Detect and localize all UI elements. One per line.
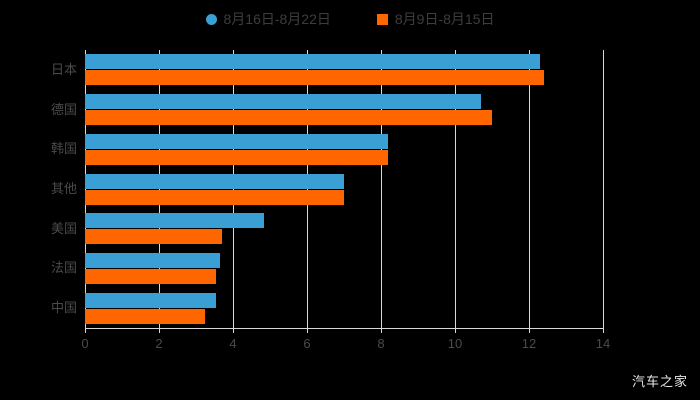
bar-法国-series-2[interactable] (85, 268, 217, 284)
x-tick-label-0: 0 (81, 336, 89, 351)
bar-中国-series-1[interactable] (85, 292, 217, 308)
gridline-2 (159, 50, 160, 328)
x-tick-label-4: 4 (229, 336, 237, 351)
x-axis-line (85, 328, 604, 329)
bar-美国-series-1[interactable] (85, 213, 265, 229)
gridline-4 (233, 50, 234, 328)
y-category-label-4: 美国 (50, 220, 77, 236)
gridline-8 (381, 50, 382, 328)
legend-label-series-1: 8月16日-8月22日 (223, 11, 331, 27)
bar-日本-series-2[interactable] (85, 70, 544, 86)
chart-legend: 8月16日-8月22日 8月9日-8月15日 (0, 8, 700, 30)
gridline-10 (455, 50, 456, 328)
tick-mark-10 (455, 328, 456, 333)
bar-日本-series-1[interactable] (85, 54, 541, 70)
y-category-label-1: 德国 (50, 101, 77, 117)
y-category-label-0: 日本 (50, 61, 77, 77)
y-category-label-3: 其他 (50, 181, 77, 196)
bar-中国-series-2[interactable] (85, 308, 206, 324)
x-tick-label-6: 6 (303, 336, 311, 351)
tick-mark-2 (159, 328, 160, 333)
bar-其他-series-2[interactable] (85, 189, 344, 205)
x-tick-label-10: 10 (447, 336, 463, 351)
x-tick-label-14: 14 (595, 336, 611, 351)
gridline-14 (603, 50, 604, 328)
tick-mark-14 (603, 328, 604, 333)
gridline-0 (85, 50, 86, 328)
x-tick-label-2: 2 (155, 336, 163, 351)
bar-韩国-series-2[interactable] (85, 149, 389, 165)
tick-mark-0 (85, 328, 86, 333)
y-category-label-2: 韩国 (50, 141, 77, 157)
bar-其他-series-1[interactable] (85, 173, 344, 189)
legend-circle-marker-icon (205, 13, 217, 25)
plot-area (85, 50, 603, 328)
tick-mark-12 (529, 328, 530, 333)
tick-mark-6 (307, 328, 308, 333)
y-category-label-5: 法国 (50, 260, 77, 276)
legend-label-series-2: 8月9日-8月15日 (394, 11, 495, 27)
bar-德国-series-2[interactable] (85, 110, 492, 126)
watermark-label: 汽车之家 (631, 374, 688, 389)
y-category-label-6: 中国 (50, 300, 77, 316)
legend-square-marker-icon (376, 13, 388, 25)
x-tick-label-8: 8 (377, 336, 385, 351)
gridline-6 (307, 50, 308, 328)
bar-法国-series-1[interactable] (85, 252, 221, 268)
gridline-12 (529, 50, 530, 328)
legend-item-series-2[interactable]: 8月9日-8月15日 (376, 8, 495, 30)
bar-美国-series-2[interactable] (85, 229, 222, 245)
legend-item-series-1[interactable]: 8月16日-8月22日 (205, 8, 331, 30)
tick-mark-4 (233, 328, 234, 333)
bar-德国-series-1[interactable] (85, 94, 481, 110)
tick-mark-8 (381, 328, 382, 333)
bar-韩国-series-1[interactable] (85, 133, 389, 149)
x-tick-label-12: 12 (521, 336, 537, 351)
